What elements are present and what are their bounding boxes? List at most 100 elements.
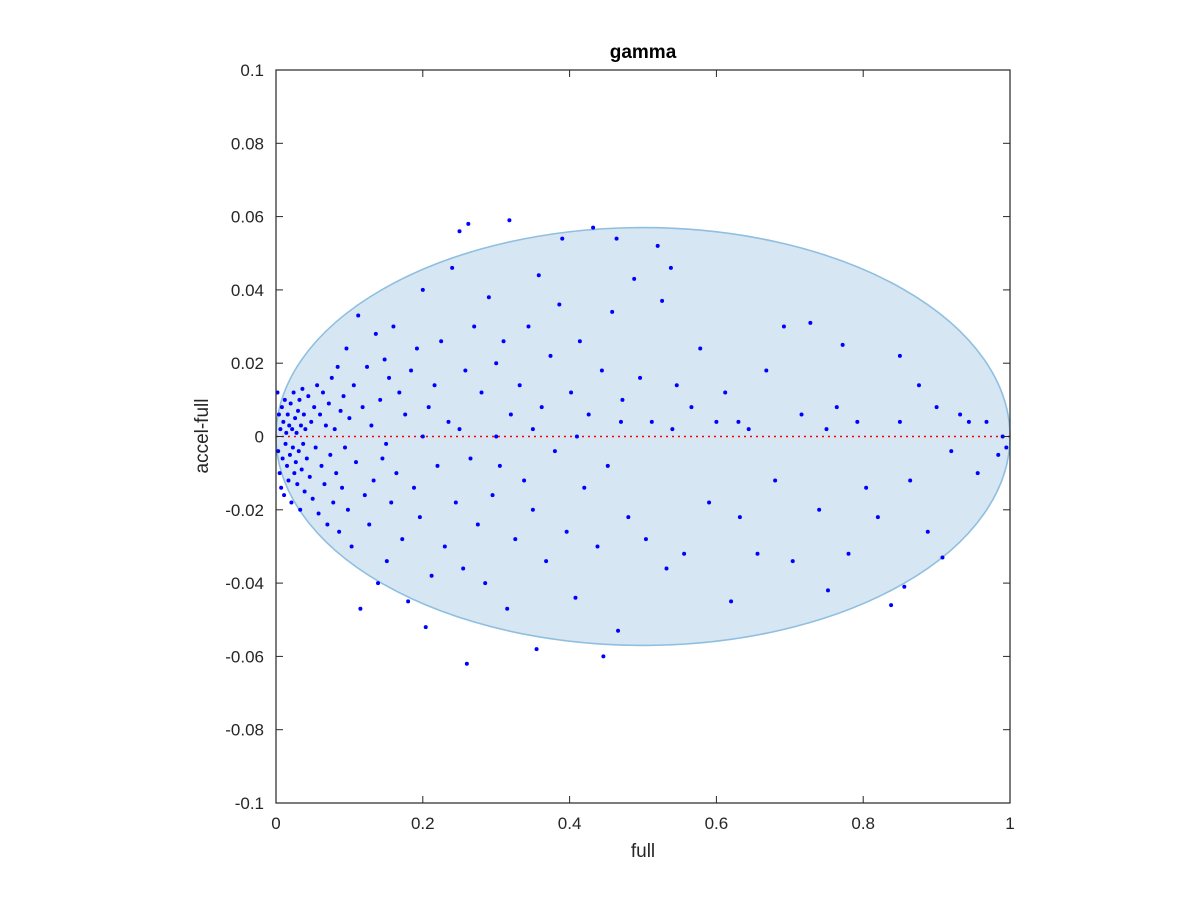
data-point — [403, 412, 408, 417]
data-point — [670, 427, 675, 432]
data-point — [277, 471, 282, 476]
data-point — [302, 489, 307, 494]
data-point — [276, 449, 281, 454]
data-point — [293, 416, 298, 421]
data-point — [975, 471, 980, 476]
data-point — [439, 339, 444, 344]
data-point — [908, 478, 913, 483]
data-point — [638, 375, 643, 380]
data-point — [840, 342, 845, 347]
data-point — [345, 507, 350, 512]
data-point — [682, 551, 687, 556]
data-point — [472, 324, 477, 329]
data-point — [376, 581, 381, 586]
data-point — [282, 397, 287, 402]
y-axis-label: accel-full — [192, 399, 213, 474]
data-point — [335, 364, 340, 369]
data-point — [548, 353, 553, 358]
data-point — [290, 427, 295, 432]
data-point — [664, 566, 669, 571]
data-point — [417, 515, 422, 520]
data-point — [378, 397, 383, 402]
data-point — [296, 449, 301, 454]
data-point — [526, 324, 531, 329]
data-point — [461, 566, 466, 571]
data-point — [349, 544, 354, 549]
data-point — [902, 584, 907, 589]
data-point — [916, 383, 921, 388]
data-point — [450, 265, 455, 270]
x-tick-label: 0.8 — [851, 814, 875, 833]
data-point — [331, 500, 336, 505]
data-point — [287, 452, 292, 457]
data-point — [288, 401, 293, 406]
data-point — [846, 551, 851, 556]
data-point — [501, 339, 506, 344]
data-point — [513, 537, 518, 542]
data-point — [310, 496, 315, 501]
data-point — [737, 515, 742, 520]
data-point — [307, 474, 312, 479]
y-tick-label: -0.02 — [225, 501, 264, 520]
data-point — [365, 364, 370, 369]
data-point — [301, 441, 306, 446]
data-point — [299, 467, 304, 472]
data-point — [290, 445, 295, 450]
axis-ticks: 0 0.2 0.4 0.6 0.8 1 0.1 0.08 0.06 0.04 0.02 0 -0.02 -… — [225, 61, 1014, 833]
data-point — [773, 478, 778, 483]
data-point — [341, 394, 346, 399]
data-point — [358, 606, 363, 611]
y-tick-label: 0.1 — [240, 61, 264, 80]
data-point — [316, 511, 321, 516]
data-point — [674, 383, 679, 388]
y-tick-label: 0 — [255, 428, 264, 447]
data-point — [301, 412, 306, 417]
data-point — [536, 273, 541, 278]
data-point — [318, 412, 323, 417]
data-point — [808, 320, 813, 325]
data-point — [435, 463, 440, 468]
data-point — [723, 390, 728, 395]
data-point — [282, 493, 287, 498]
data-point — [897, 353, 902, 358]
data-point — [373, 331, 378, 336]
data-point — [334, 471, 339, 476]
data-point — [400, 537, 405, 542]
y-tick-label: 0.08 — [231, 134, 264, 153]
data-point — [626, 515, 631, 520]
data-point — [698, 346, 703, 351]
data-point — [855, 419, 860, 424]
data-point — [414, 346, 419, 351]
data-point — [315, 383, 320, 388]
data-point — [668, 265, 673, 270]
data-point — [864, 485, 869, 490]
data-point — [362, 493, 367, 498]
data-point — [755, 551, 760, 556]
data-point — [457, 229, 462, 234]
data-point — [940, 555, 945, 560]
data-point — [557, 302, 562, 307]
data-point — [394, 471, 399, 476]
x-axis-label: full — [631, 841, 655, 862]
data-point — [442, 544, 447, 549]
data-point — [508, 412, 513, 417]
x-tick-label: 0.6 — [705, 814, 729, 833]
data-point — [764, 368, 769, 373]
data-point — [426, 405, 431, 410]
data-point — [479, 390, 484, 395]
data-point — [432, 383, 437, 388]
data-point — [1004, 445, 1009, 450]
data-point — [306, 394, 311, 399]
data-point — [329, 375, 334, 380]
data-point — [289, 500, 294, 505]
data-point — [643, 537, 648, 542]
data-point — [530, 427, 535, 432]
data-point — [632, 276, 637, 281]
data-point — [354, 460, 359, 465]
data-point — [569, 390, 574, 395]
data-point — [552, 449, 557, 454]
data-point — [296, 408, 301, 413]
data-point — [351, 383, 356, 388]
data-point — [746, 427, 751, 432]
data-point — [285, 412, 290, 417]
